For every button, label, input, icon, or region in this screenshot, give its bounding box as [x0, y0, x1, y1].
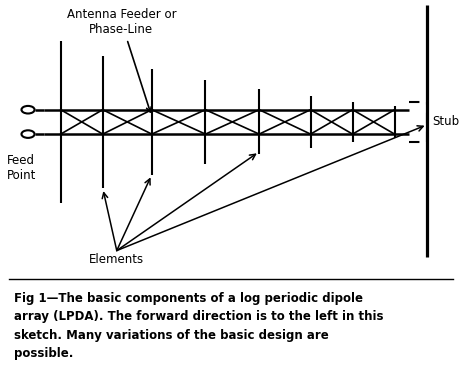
Text: Stub: Stub: [432, 115, 459, 128]
Text: Feed
Point: Feed Point: [7, 154, 36, 182]
Text: Fig 1—The basic components of a log periodic dipole
array (LPDA). The forward di: Fig 1—The basic components of a log peri…: [14, 292, 383, 360]
Text: Elements: Elements: [89, 253, 144, 266]
Text: Antenna Feeder or
Phase-Line: Antenna Feeder or Phase-Line: [67, 8, 176, 112]
